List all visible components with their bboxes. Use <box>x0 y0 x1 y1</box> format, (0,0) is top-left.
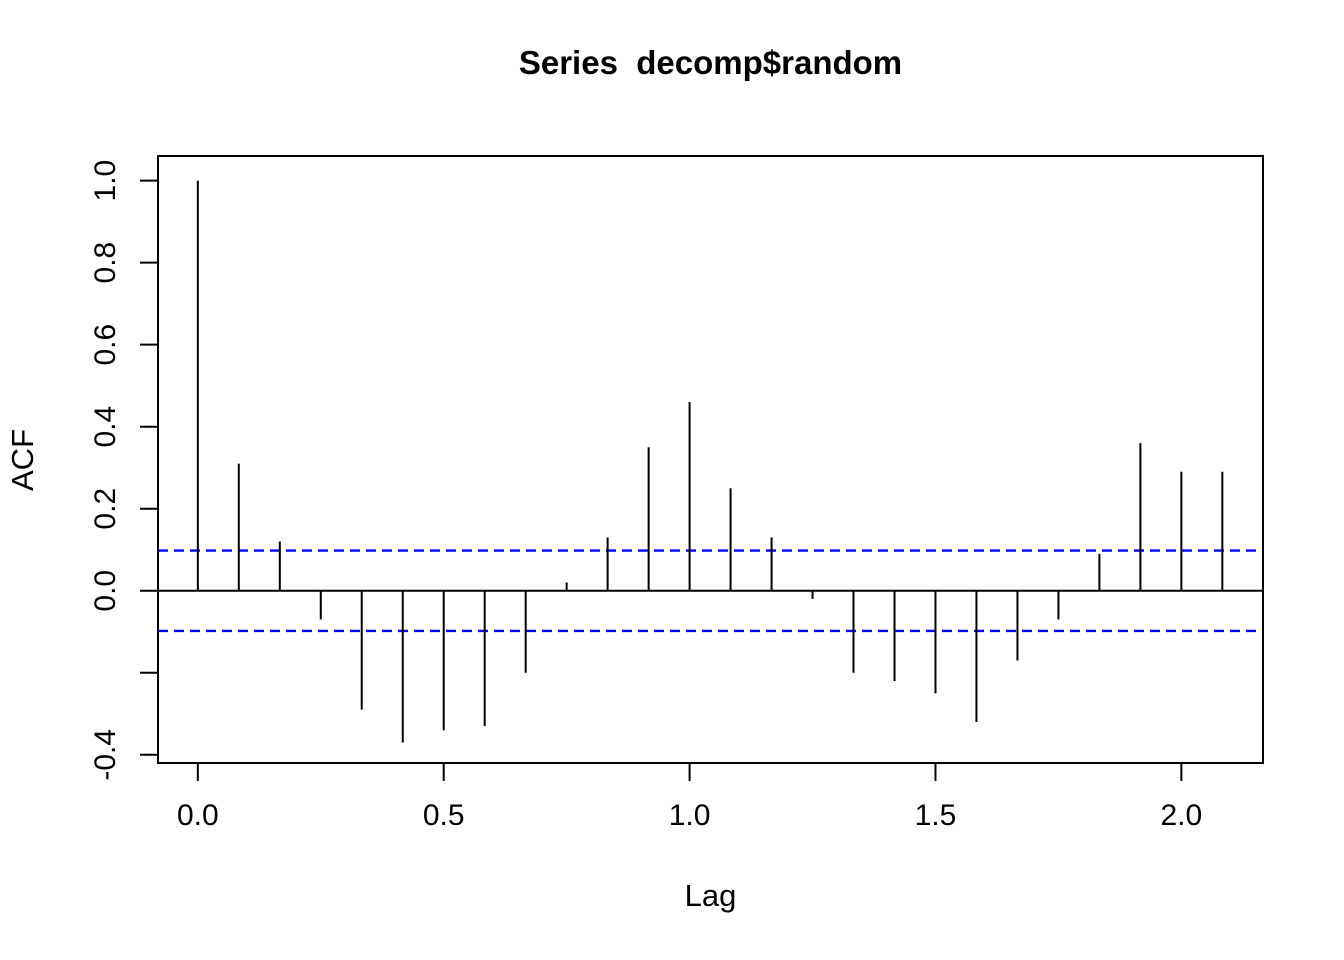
x-tick-label: 1.0 <box>669 799 711 832</box>
y-tick-label: 1.0 <box>89 160 122 202</box>
x-tick-label: 0.5 <box>423 799 465 832</box>
plot-box <box>157 155 1264 764</box>
x-tick-label: 1.5 <box>915 799 957 832</box>
acf-spikes <box>196 180 1224 743</box>
y-axis: 1.0 0.8 0.6 0.4 0.2 0.0 -0.4 <box>89 160 158 781</box>
y-tick-label: 0.0 <box>89 570 122 612</box>
y-tick-label: 0.4 <box>89 406 122 448</box>
x-tick-label: 2.0 <box>1161 799 1203 832</box>
chart-title: Series decomp$random <box>518 44 903 81</box>
y-tick-label: 0.6 <box>89 324 122 366</box>
y-tick-label: -0.4 <box>89 729 122 781</box>
plot-box-group <box>157 155 1264 764</box>
y-tick-label: 0.8 <box>89 242 122 284</box>
x-axis: 0.0 0.5 1.0 1.5 2.0 <box>177 763 1202 832</box>
x-tick-label: 0.0 <box>177 799 219 832</box>
confidence-interval-lines <box>158 549 1263 633</box>
y-tick-label: 0.2 <box>89 488 122 530</box>
x-axis-title: Lag <box>684 878 737 913</box>
